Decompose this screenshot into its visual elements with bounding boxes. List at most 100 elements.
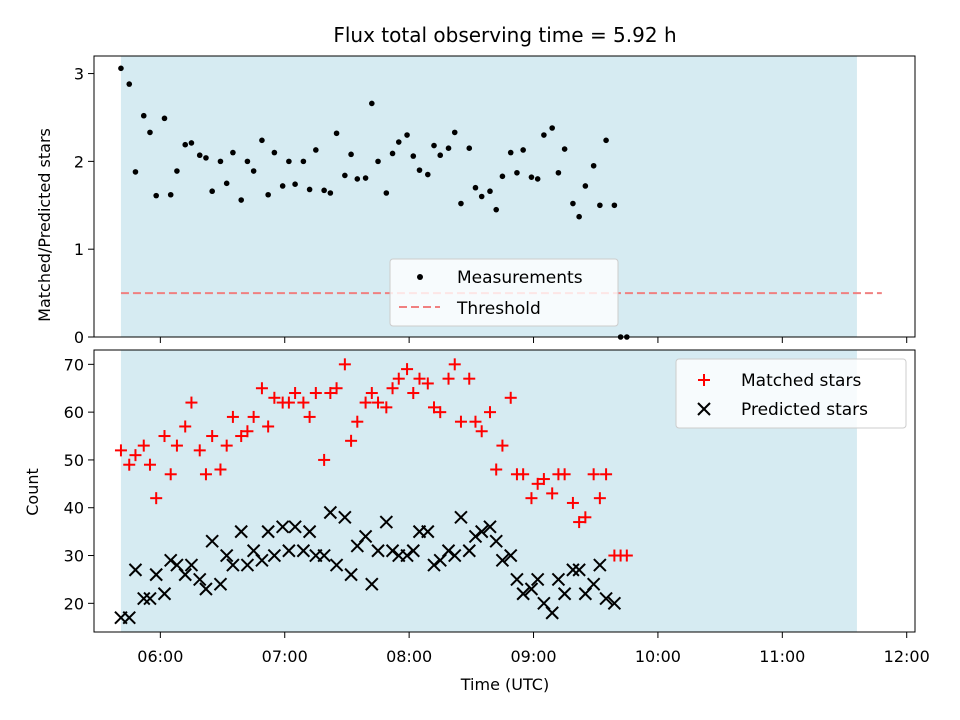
- measurement-point: [611, 202, 618, 209]
- matched-star-point: [558, 468, 571, 481]
- top-legend: Measurements Threshold: [389, 258, 619, 327]
- matched-star-point: [380, 401, 393, 414]
- measurement-point: [300, 158, 307, 165]
- bottom-panel: 20 30 40 50 60 70 06:00 07:00 08:00 09:00 10:00 11…: [23, 349, 930, 694]
- matched-star-point: [566, 496, 579, 509]
- matched-star-point: [537, 473, 550, 486]
- predicted-star-point: [566, 563, 580, 577]
- measurement-point: [244, 158, 251, 165]
- measurement-point: [424, 171, 431, 178]
- matched-star-point: [214, 463, 227, 476]
- predicted-star-point: [406, 544, 420, 558]
- predicted-star-point: [157, 587, 172, 601]
- measurement-point: [514, 169, 520, 176]
- top-legend-box: [389, 258, 619, 327]
- predicted-star-point: [441, 544, 456, 558]
- matched-star-point: [241, 425, 254, 438]
- measurement-point: [209, 188, 215, 195]
- matched-star-point: [469, 415, 482, 428]
- matched-star-point: [330, 382, 343, 395]
- matched-star-point: [496, 439, 509, 452]
- measurement-point: [375, 158, 381, 165]
- measurement-point: [147, 129, 153, 136]
- measurement-point: [472, 184, 479, 191]
- matched-star-point: [579, 511, 592, 524]
- measurement-point: [174, 168, 180, 174]
- bottom-y-tick-label: 30: [64, 547, 84, 566]
- measurement-point: [395, 139, 402, 145]
- measurement-point: [167, 191, 174, 198]
- measurement-point: [313, 147, 319, 153]
- predicted-star-point: [329, 558, 344, 572]
- matched-star-point: [289, 387, 302, 400]
- bottom-y-tick-label: 60: [64, 403, 84, 422]
- legend-threshold-label: Threshold: [456, 299, 541, 319]
- matched-star-point: [525, 492, 538, 505]
- matched-star-point: [324, 387, 337, 400]
- predicted-star-point: [545, 606, 559, 620]
- matched-star-point: [185, 396, 198, 409]
- matched-star-point: [587, 468, 600, 481]
- matched-star-point: [220, 439, 233, 452]
- measurement-point: [238, 197, 244, 203]
- matched-star-point: [620, 549, 633, 562]
- measurement-point: [576, 213, 582, 220]
- matched-star-point: [475, 425, 488, 438]
- matched-star-point: [158, 430, 171, 443]
- bottom-y-tick-label: 20: [64, 594, 84, 613]
- x-axis-label: Time (UTC): [460, 675, 549, 694]
- bottom-count-points: [114, 358, 633, 625]
- top-axes-frame: [93, 55, 916, 338]
- matched-star-point: [359, 396, 372, 409]
- measurement-point: [493, 206, 500, 213]
- matched-star-point: [303, 410, 316, 423]
- matched-star-point: [413, 372, 426, 385]
- top-measurement-points: [118, 65, 630, 340]
- matched-star-point: [392, 372, 405, 385]
- top-y-tick-label: 3: [74, 65, 84, 84]
- x-tick-label: 07:00: [262, 647, 308, 666]
- measurement-point: [582, 183, 589, 189]
- measurement-point: [126, 81, 133, 87]
- predicted-star-point: [607, 596, 622, 611]
- matched-star-point: [338, 358, 351, 371]
- bottom-y-tick-label: 50: [64, 451, 84, 470]
- measurement-point: [541, 132, 547, 138]
- measurement-point: [487, 188, 493, 195]
- measurement-point: [362, 175, 369, 181]
- bottom-x-axis-ticks: 06:00 07:00 08:00 09:00 10:00 11:00 12:00: [137, 632, 930, 666]
- matched-star-point: [600, 468, 613, 481]
- predicted-star-point: [149, 567, 163, 582]
- predicted-star-point: [427, 558, 441, 572]
- measurement-point: [132, 169, 139, 175]
- measurement-point: [140, 112, 147, 119]
- measurement-point: [342, 172, 348, 179]
- measurement-point: [451, 129, 458, 136]
- matched-star-point: [517, 468, 530, 481]
- bottom-axes-frame: [93, 349, 916, 633]
- measurement-point: [561, 146, 568, 152]
- matched-star-point: [297, 396, 310, 409]
- x-tick-label: 10:00: [635, 647, 681, 666]
- measurement-point: [507, 149, 514, 156]
- x-tick-label: 08:00: [386, 647, 432, 666]
- predicted-star-point: [338, 510, 352, 524]
- predicted-star-point: [178, 567, 192, 582]
- matched-star-point: [546, 487, 559, 500]
- measurement-point: [188, 140, 195, 146]
- matched-star-point: [247, 410, 260, 423]
- top-y-axis-label: Matched/Predicted stars: [35, 128, 54, 322]
- predicted-star-point: [288, 520, 302, 534]
- predicted-star-point: [267, 548, 282, 563]
- matched-star-point: [235, 430, 248, 443]
- matched-star-point: [365, 387, 378, 400]
- predicted-star-point: [454, 510, 468, 524]
- matched-star-point: [318, 453, 331, 466]
- bottom-y-axis-label: Count: [23, 468, 42, 516]
- matched-star-point: [170, 439, 183, 452]
- predicted-star-point: [599, 591, 613, 606]
- predicted-star-point: [296, 544, 311, 558]
- predicted-star-point: [226, 558, 240, 572]
- matched-star-point: [442, 372, 455, 385]
